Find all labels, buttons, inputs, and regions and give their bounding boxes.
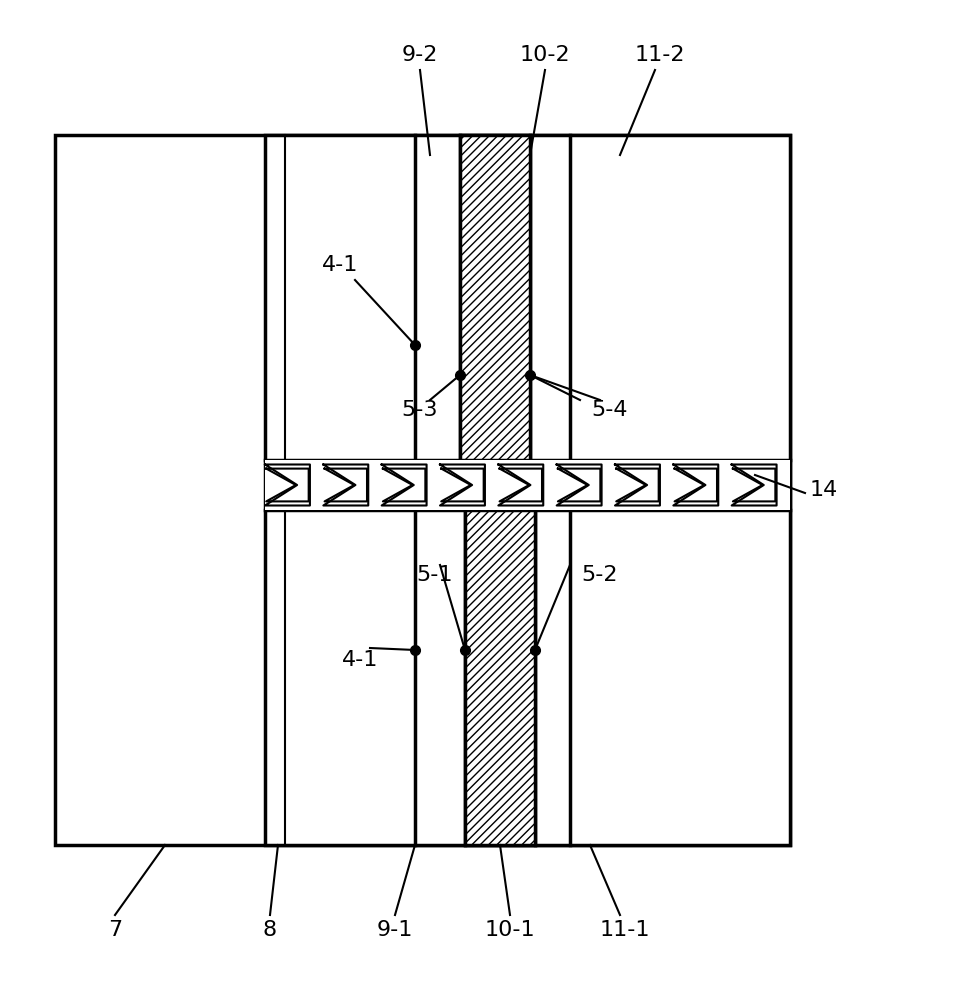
Text: 4-1: 4-1	[342, 650, 378, 670]
Text: 4-1: 4-1	[322, 255, 358, 275]
Bar	[465, 510, 535, 845]
Text: 5-2: 5-2	[582, 565, 618, 585]
Text: 5-1: 5-1	[417, 565, 453, 585]
Text: 10-1: 10-1	[485, 920, 536, 940]
Text: 11-2: 11-2	[635, 45, 685, 65]
Bar	[265, 135, 790, 845]
Text: 7: 7	[108, 920, 122, 940]
Bar	[265, 460, 790, 510]
Text: 5-3: 5-3	[401, 400, 438, 420]
Text: 14: 14	[810, 480, 838, 500]
Text: 5-4: 5-4	[592, 400, 628, 420]
Bar	[460, 135, 530, 460]
Bar	[55, 135, 790, 845]
Text: 8: 8	[262, 920, 277, 940]
Text: 11-1: 11-1	[600, 920, 650, 940]
Text: 9-1: 9-1	[376, 920, 413, 940]
Text: 9-2: 9-2	[401, 45, 438, 65]
Text: 10-2: 10-2	[519, 45, 570, 65]
